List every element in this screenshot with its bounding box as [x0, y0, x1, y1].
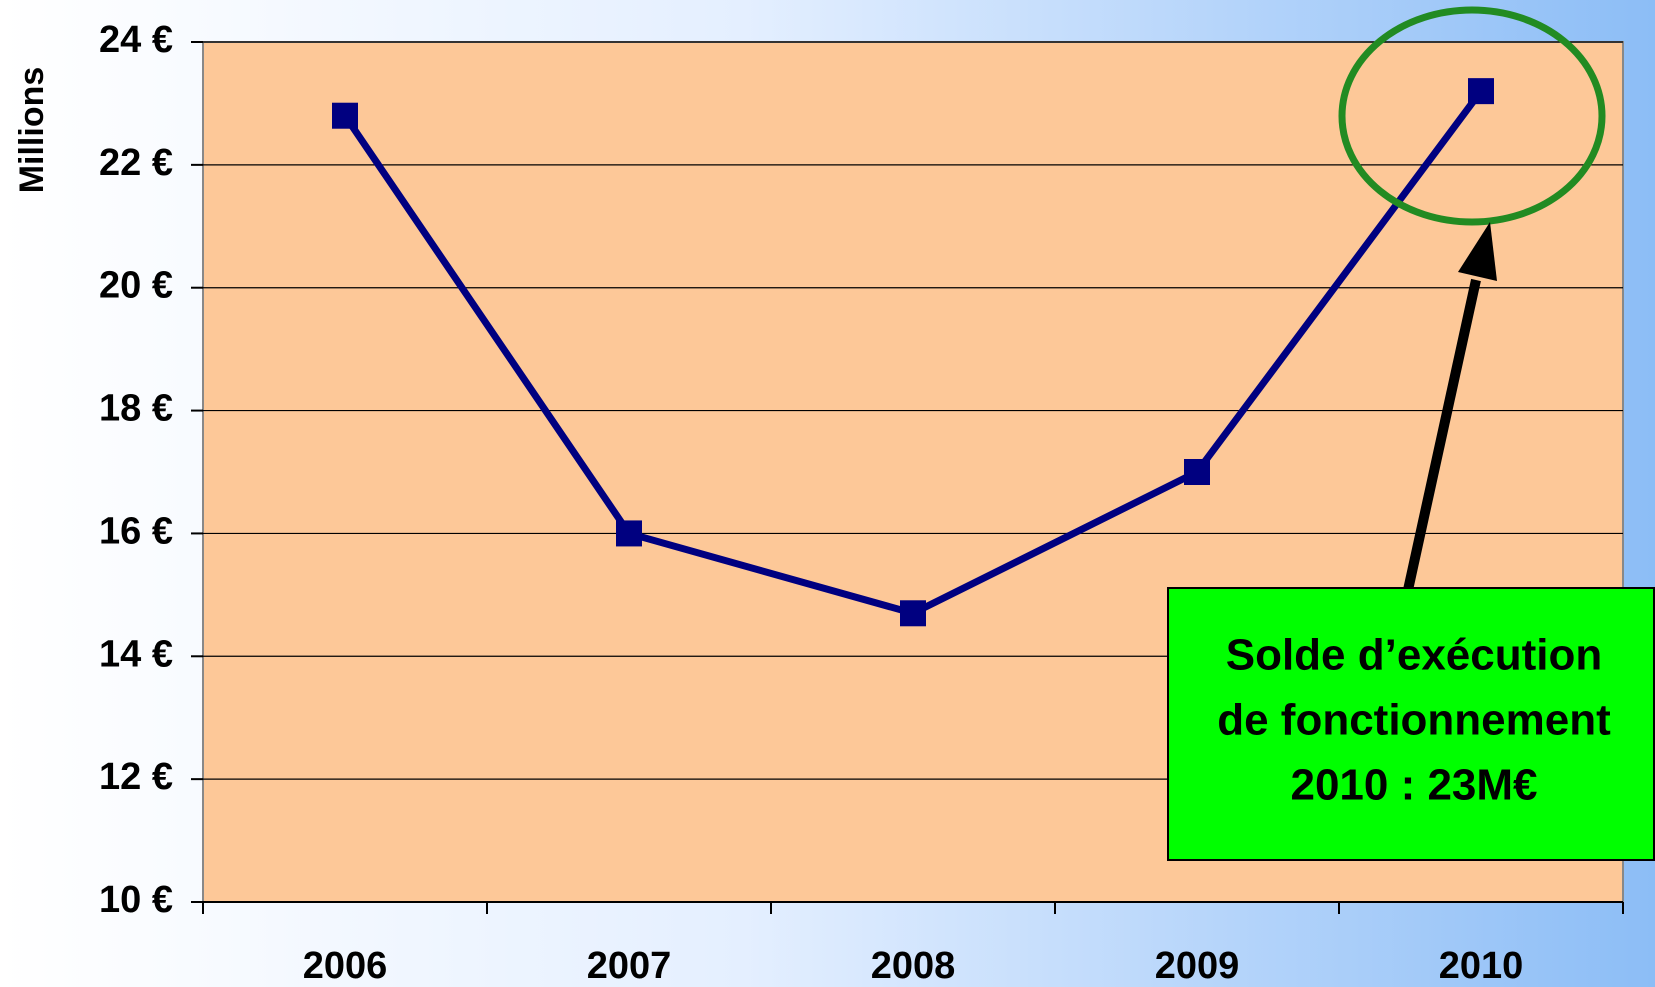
- y-axis-title: Millions: [13, 67, 51, 194]
- y-tick-label: 18 €: [99, 388, 173, 430]
- marker: [332, 102, 358, 129]
- x-tick-label: 2007: [587, 945, 672, 987]
- highlight-ellipse: [1338, 6, 1606, 226]
- y-tick-label: 12 €: [99, 756, 173, 798]
- y-tick-label: 10 €: [99, 879, 173, 921]
- y-tick-label: 16 €: [99, 510, 173, 552]
- annotation-text: de fonctionnement: [1217, 696, 1611, 745]
- marker: [900, 600, 926, 627]
- marker: [1184, 459, 1210, 485]
- x-tick-label: 2009: [1155, 945, 1240, 987]
- arrow-shaft: [1403, 278, 1481, 592]
- x-tick-label: 2010: [1439, 945, 1524, 987]
- arrow-head: [1458, 222, 1497, 281]
- marker: [616, 520, 642, 547]
- annotation-text: Solde d’exécution: [1226, 631, 1603, 680]
- y-tick-label: 14 €: [99, 633, 173, 675]
- marker: [1468, 78, 1494, 105]
- annotation-text: 2010 : 23M€: [1290, 761, 1537, 810]
- y-tick-label: 22 €: [99, 142, 173, 184]
- annotation-box: [1167, 587, 1655, 861]
- x-tick-label: 2008: [871, 945, 956, 987]
- x-tick-label: 2006: [303, 945, 388, 987]
- y-tick-label: 20 €: [99, 265, 173, 307]
- y-tick-label: 24 €: [99, 19, 173, 61]
